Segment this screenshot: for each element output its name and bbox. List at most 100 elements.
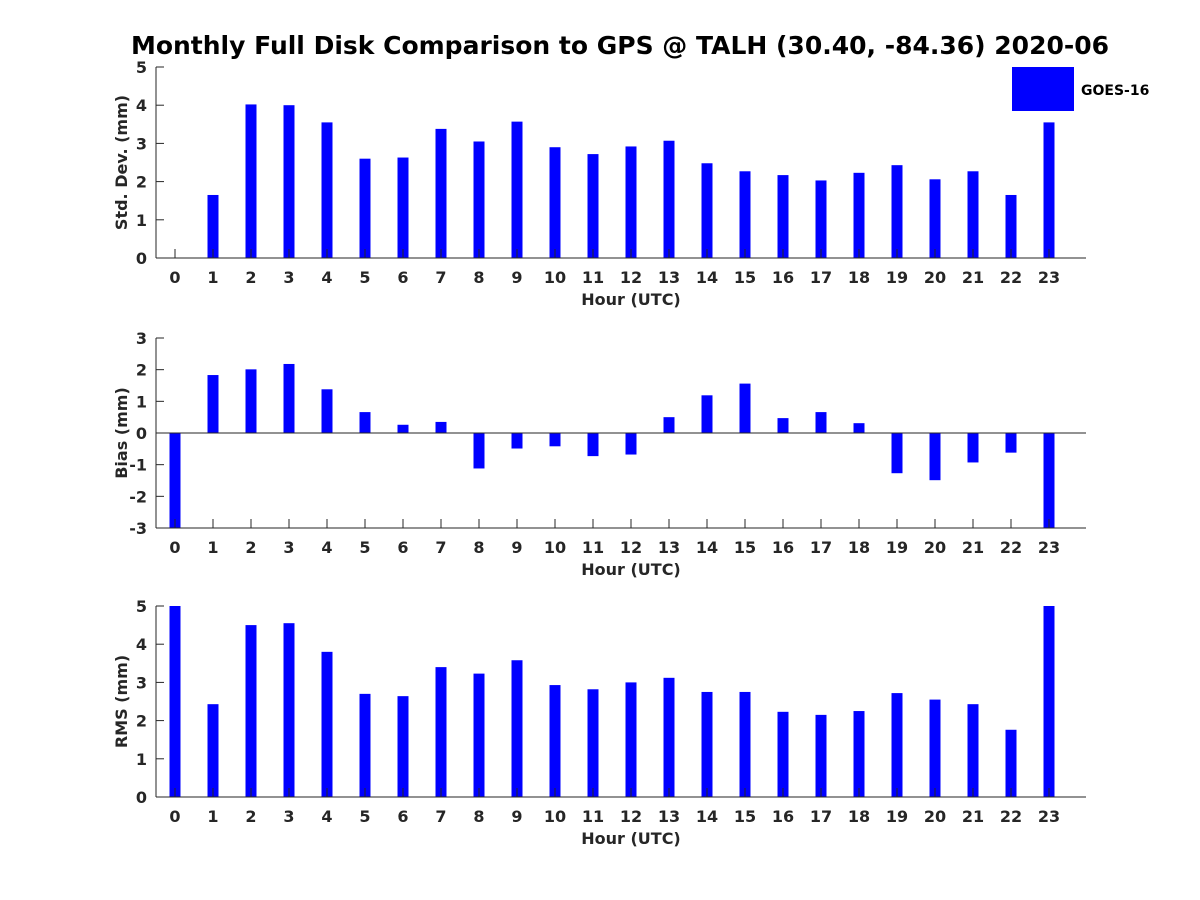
rms-y-tick-label: 2 xyxy=(136,712,147,731)
rms-x-axis-label: Hour (UTC) xyxy=(581,829,681,848)
figure-title: Monthly Full Disk Comparison to GPS @ TA… xyxy=(131,31,1109,60)
std-dev-bar xyxy=(321,122,333,258)
std-dev-x-tick-label: 17 xyxy=(810,268,832,287)
std-dev-x-tick-label: 11 xyxy=(582,268,604,287)
std-dev-y-tick-label: 5 xyxy=(136,58,147,77)
std-dev-bar xyxy=(283,105,295,258)
std-dev-x-tick-label: 8 xyxy=(473,268,484,287)
bias-bar xyxy=(587,433,599,457)
rms-x-tick-label: 16 xyxy=(772,807,794,826)
rms-x-tick-label: 10 xyxy=(544,807,566,826)
rms-y-tick-label: 3 xyxy=(136,673,147,692)
bias-y-tick-label: -2 xyxy=(129,487,147,506)
std-dev-y-tick-label: 0 xyxy=(136,249,147,268)
std-dev-x-tick-label: 5 xyxy=(359,268,370,287)
std-dev-bar xyxy=(891,165,903,258)
bias-bar xyxy=(245,369,257,433)
std-dev-bar xyxy=(397,157,409,258)
std-dev-x-tick-label: 20 xyxy=(924,268,946,287)
bias-bar xyxy=(473,433,485,469)
rms-y-axis-label: RMS (mm) xyxy=(112,655,131,748)
rms-bar xyxy=(1005,729,1017,797)
rms-x-tick-label: 3 xyxy=(283,807,294,826)
bias-x-tick-label: 19 xyxy=(886,538,908,557)
std-dev-bar xyxy=(929,179,941,258)
std-dev-bar xyxy=(701,163,713,258)
bias-bar xyxy=(359,412,371,433)
bias-x-tick-label: 1 xyxy=(207,538,218,557)
bias-y-tick-label: 2 xyxy=(136,361,147,380)
std-dev-bar xyxy=(511,121,523,258)
rms-x-tick-label: 23 xyxy=(1038,807,1060,826)
std-dev-x-tick-label: 12 xyxy=(620,268,642,287)
std-dev-bar xyxy=(549,147,561,258)
std-dev-y-tick-label: 3 xyxy=(136,134,147,153)
std-dev-x-axis-label: Hour (UTC) xyxy=(581,290,681,309)
bias-x-tick-label: 11 xyxy=(582,538,604,557)
rms-x-tick-label: 17 xyxy=(810,807,832,826)
rms-x-tick-label: 6 xyxy=(397,807,408,826)
rms-bar xyxy=(625,682,637,797)
rms-bar xyxy=(321,651,333,797)
std-dev-bar xyxy=(1005,194,1017,258)
bias-bar xyxy=(283,363,295,433)
rms-x-tick-label: 4 xyxy=(321,807,332,826)
bias-y-tick-label: -1 xyxy=(129,456,147,475)
rms-y-tick-label: 4 xyxy=(136,635,147,654)
rms-x-tick-label: 8 xyxy=(473,807,484,826)
rms-bar xyxy=(967,704,979,797)
rms-x-tick-label: 18 xyxy=(848,807,870,826)
rms-y-tick-label: 5 xyxy=(136,597,147,616)
legend: GOES-16 xyxy=(1012,67,1149,111)
legend-label: GOES-16 xyxy=(1081,83,1149,99)
rms-bar xyxy=(435,667,447,797)
rms-bar xyxy=(169,606,181,797)
rms-bar xyxy=(549,685,561,797)
bias-bar xyxy=(321,389,333,433)
bias-x-axis-label: Hour (UTC) xyxy=(581,560,681,579)
rms-bar xyxy=(815,714,827,797)
rms-x-tick-label: 19 xyxy=(886,807,908,826)
legend-swatch xyxy=(1012,67,1074,111)
rms-x-tick-label: 15 xyxy=(734,807,756,826)
std-dev-x-tick-label: 14 xyxy=(696,268,718,287)
rms-x-tick-label: 13 xyxy=(658,807,680,826)
bias-bar xyxy=(663,417,675,433)
std-dev-y-tick-label: 2 xyxy=(136,173,147,192)
bias-bar xyxy=(1043,433,1055,528)
rms-x-tick-label: 0 xyxy=(169,807,180,826)
rms-x-tick-label: 20 xyxy=(924,807,946,826)
bias-x-tick-label: 0 xyxy=(169,538,180,557)
rms-y-tick-label: 1 xyxy=(136,750,147,769)
rms-x-tick-label: 1 xyxy=(207,807,218,826)
std-dev-bar xyxy=(815,180,827,258)
bias-bar xyxy=(625,433,637,455)
bias-x-tick-label: 4 xyxy=(321,538,332,557)
bias-bar xyxy=(929,433,941,481)
bias-bar xyxy=(1005,433,1017,453)
std-dev-y-tick-label: 4 xyxy=(136,96,147,115)
bias-bar xyxy=(701,395,713,433)
rms-x-tick-label: 5 xyxy=(359,807,370,826)
bias-bar xyxy=(207,375,219,433)
bias-x-tick-label: 13 xyxy=(658,538,680,557)
rms-bar xyxy=(891,693,903,797)
std-dev-x-tick-label: 3 xyxy=(283,268,294,287)
bias-y-tick-label: 1 xyxy=(136,392,147,411)
std-dev-x-tick-label: 16 xyxy=(772,268,794,287)
bias-x-tick-label: 16 xyxy=(772,538,794,557)
bias-x-tick-label: 7 xyxy=(435,538,446,557)
rms-bar xyxy=(853,711,865,797)
bias-x-tick-label: 6 xyxy=(397,538,408,557)
bias-bar xyxy=(549,433,561,447)
bias-x-tick-label: 3 xyxy=(283,538,294,557)
std-dev-bar xyxy=(967,171,979,258)
std-dev-x-tick-label: 15 xyxy=(734,268,756,287)
bias-x-tick-label: 23 xyxy=(1038,538,1060,557)
bias-x-tick-label: 22 xyxy=(1000,538,1022,557)
std-dev-x-tick-label: 7 xyxy=(435,268,446,287)
bias-y-tick-label: -3 xyxy=(129,519,147,538)
